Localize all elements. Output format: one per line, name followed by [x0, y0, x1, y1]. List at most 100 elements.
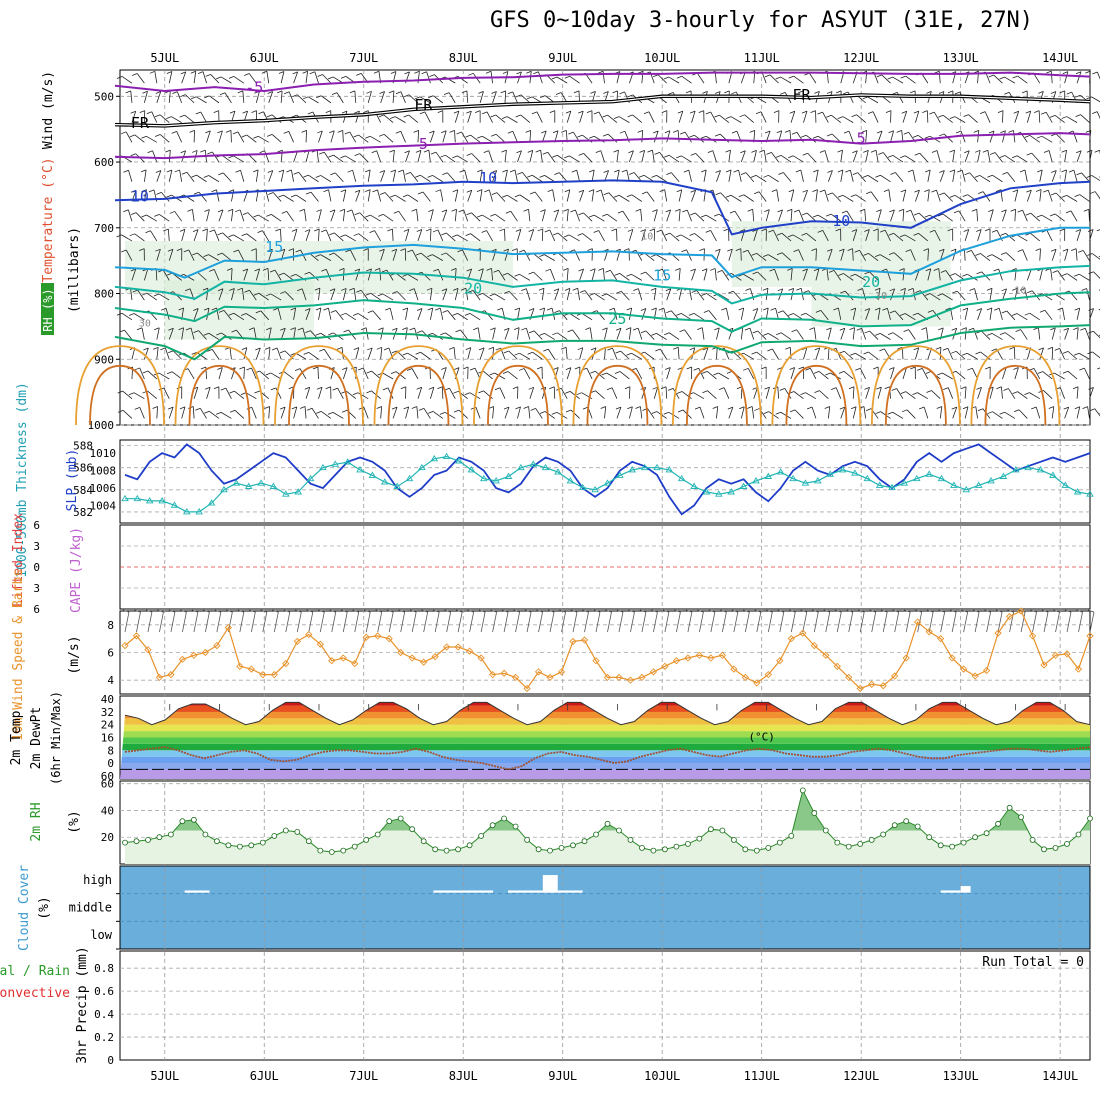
contour-label: 20 [464, 280, 482, 298]
wind-barb-flag [924, 189, 930, 192]
wind-barb-flag [651, 609, 658, 613]
wind-barb-flag [193, 191, 200, 195]
wind-barb-flag [341, 609, 348, 613]
wind-barb-flag [925, 293, 931, 296]
wind-barb [460, 329, 469, 340]
wind-barb [865, 150, 869, 163]
wind-barb-flag [204, 209, 210, 212]
wind-barb-flag [301, 129, 307, 133]
wind-barb [1094, 191, 1100, 200]
wind-barb-flag [805, 367, 811, 371]
wind-barb [912, 169, 916, 182]
wind-barb [1059, 348, 1065, 360]
wind-barb-flag [130, 268, 136, 272]
wind-barb [893, 232, 904, 242]
wind-barb [318, 387, 323, 399]
wind-barb-flag [1050, 248, 1057, 252]
wind-barb-flag [219, 92, 226, 96]
wind-barb-flag [702, 390, 708, 394]
wind-barb-flag [949, 169, 955, 173]
wind-barb [405, 229, 410, 242]
contour-30 [114, 324, 1091, 361]
wind-barb [1006, 310, 1016, 321]
wind-barb-flag [918, 406, 925, 410]
temp-contour-low [288, 364, 350, 426]
rh-marker [512, 823, 519, 830]
wind-barb [504, 228, 506, 241]
wind-barb-flag [973, 130, 979, 133]
date-label-top: 9JUL [548, 51, 577, 65]
wind-speed-marker [718, 651, 727, 659]
wind-barb [544, 332, 555, 340]
wind-barb [743, 194, 754, 202]
wind-barb-flag [491, 170, 497, 173]
wind-barb-flag [609, 307, 615, 311]
wind-barb [1014, 189, 1019, 202]
wind-barb [668, 76, 680, 84]
wind-barb [1033, 368, 1041, 380]
thickness-marker [517, 463, 525, 471]
wind-speed-marker [431, 653, 439, 661]
cloud-tick-label: middle [69, 901, 112, 915]
wind-barb [525, 288, 531, 301]
wind-barb [640, 209, 643, 222]
wind-barb-flag [141, 135, 147, 139]
wind-barb-flag [751, 351, 757, 355]
wind-barb-flag [1025, 212, 1031, 216]
wind-barb [396, 291, 406, 301]
wind-barb-flag [402, 273, 408, 277]
wind-barb-flag [733, 169, 739, 173]
wind-barb-flag [595, 189, 602, 193]
wind-barb-flag [428, 209, 434, 212]
wind-barb-flag [265, 293, 272, 297]
wind-barb-flag [521, 327, 527, 331]
thickness-marker [343, 458, 352, 465]
wind-barb [670, 310, 680, 321]
wind-barb-flag [913, 347, 919, 351]
wind-barb [668, 332, 680, 340]
wind-barb [410, 172, 419, 183]
wind-barb [143, 268, 149, 281]
panel-frame-thick [119, 439, 1091, 524]
wind-barb-flag [1007, 609, 1014, 613]
rh-marker [466, 842, 473, 849]
wind-barb [852, 406, 857, 419]
wind-barb-flag [1026, 152, 1032, 156]
wind-barb [345, 155, 356, 163]
wind-barb [641, 611, 647, 633]
wind-barb [288, 91, 294, 104]
wind-barb [136, 611, 141, 633]
wind-barb-flag [1073, 352, 1080, 356]
wind-barb [952, 169, 956, 182]
wind-barb [890, 288, 895, 301]
wind-barb [815, 189, 818, 202]
wind-barb [479, 169, 483, 182]
wind-barb [156, 249, 161, 261]
wind-barb [430, 130, 435, 143]
wind-barb-flag [392, 327, 398, 331]
wind-barb-flag [1049, 213, 1056, 217]
wind-barb [620, 291, 630, 301]
wind-barb-flag [676, 189, 682, 193]
wind-barb-flag [400, 248, 406, 252]
wind-barb [342, 189, 347, 202]
wind-barb-flag [452, 234, 458, 238]
wind-barb [777, 386, 780, 399]
wind-barb-flag [123, 169, 129, 173]
wind-barb-flag [788, 155, 794, 159]
wind-barb [761, 71, 767, 84]
wind-barb [703, 347, 709, 360]
wind-barb [231, 288, 235, 301]
cloud-tick-label: high [83, 873, 112, 887]
wind-barb [888, 189, 891, 202]
wind-barb-flag [831, 387, 837, 390]
wind-barb [268, 327, 272, 340]
wind-barb [445, 252, 456, 261]
wind-barb [869, 330, 879, 340]
wind-barb-flag [725, 169, 732, 173]
wind-barb-flag [416, 308, 423, 311]
wind-barb-flag [561, 346, 567, 350]
wind-barb-flag [389, 149, 395, 153]
wind-barb-flag [499, 228, 505, 232]
wind-speed-marker [534, 668, 543, 676]
